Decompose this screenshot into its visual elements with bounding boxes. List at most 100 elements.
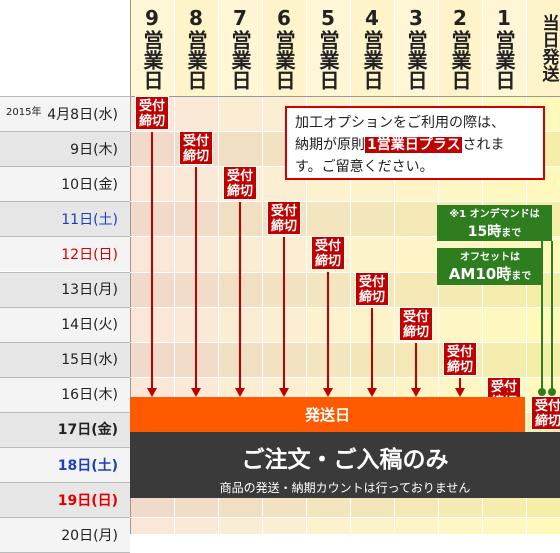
- row-date-label: 13日(月): [61, 282, 118, 298]
- ship-date-bar: 発送日: [130, 397, 525, 432]
- label-row-separator: [0, 131, 130, 133]
- note-highlight: 1営業日プラス: [365, 137, 463, 153]
- deadline-badge: 受付締切: [443, 341, 477, 376]
- deadline-arrow-head: [411, 388, 421, 397]
- deadline-badge: 受付締切: [355, 271, 389, 306]
- grid-line-horizontal: [0, 306, 560, 308]
- deadline-arrow-head: [323, 388, 333, 397]
- deadline-arrow: [283, 237, 285, 389]
- deadline-arrow: [459, 377, 461, 389]
- column-header-label: 当日発送: [538, 14, 559, 82]
- row-stripe-overlay: [130, 517, 560, 553]
- deadline-arrow-head: [499, 388, 509, 397]
- column-header: 7営業日: [218, 0, 262, 96]
- column-header: 6営業日: [262, 0, 306, 96]
- deadline-arrow: [371, 307, 373, 389]
- label-row-separator: [0, 482, 130, 484]
- row-stripe: [0, 411, 130, 447]
- grid-line-vertical: [174, 0, 175, 534]
- row-date-label: 11日(土): [61, 211, 118, 228]
- row-date-label: 15日(水): [61, 352, 118, 369]
- grid-line-horizontal: [0, 341, 560, 343]
- label-row-separator: [0, 447, 130, 448]
- column-header: 9営業日: [130, 0, 174, 96]
- row-stripe: [0, 201, 130, 237]
- label-row-separator: [0, 271, 130, 273]
- row-stripe: [0, 482, 130, 518]
- grid-line-horizontal: [0, 376, 560, 378]
- grid-line-horizontal: [0, 131, 560, 133]
- row-stripe: [0, 376, 130, 412]
- grid-line-vertical: [306, 0, 307, 534]
- row-date-label: 18日(土): [57, 457, 118, 474]
- ondemand-cutoff-note: ※1 オンデマンドは 15時まで: [437, 205, 552, 241]
- offset-cutoff-note: オフセットは AM10時まで: [437, 248, 543, 285]
- grid-line-horizontal: [0, 517, 560, 519]
- ship-date-label: 発送日: [304, 406, 350, 424]
- same-day-arrow-head: [548, 388, 556, 396]
- row-date-label: 17日(金): [57, 422, 118, 439]
- grid-line-vertical: [218, 0, 219, 534]
- row-date-label: 9日(木): [70, 141, 118, 158]
- column-header-bg: [526, 0, 560, 96]
- column-header-bg: [130, 0, 174, 96]
- column-header-bg: [262, 0, 306, 96]
- deadline-badge: 受付締切: [311, 236, 345, 271]
- row-stripe: [0, 447, 130, 483]
- label-row-separator: [0, 201, 130, 203]
- row-date-label: 20日(月): [61, 527, 118, 544]
- column-header-bg: [218, 0, 262, 96]
- grid-line-vertical: [394, 0, 395, 534]
- grid-line-vertical: [262, 0, 263, 534]
- label-row-separator: [0, 306, 130, 308]
- column-header-label: 3営業日: [404, 6, 428, 90]
- column-header-label: 7営業日: [228, 6, 252, 90]
- same-day-arrow: [551, 241, 553, 390]
- grid-line-horizontal: [0, 96, 560, 97]
- row-stripe: [0, 166, 130, 202]
- column-header: 2営業日: [438, 0, 482, 96]
- grid-line-horizontal: [0, 166, 560, 168]
- deadline-arrow-head: [191, 388, 201, 397]
- deadline-badge: 受付締切: [267, 201, 301, 236]
- row-stripe: [0, 96, 130, 132]
- column-header: 8営業日: [174, 0, 218, 96]
- row-stripe: [0, 236, 130, 272]
- year-label: 2015年: [6, 107, 42, 118]
- note-line-2: 納期が原則 1営業日プラス されま: [295, 137, 505, 153]
- label-row-separator: [0, 411, 130, 413]
- column-header-bg: [438, 0, 482, 96]
- row-date-label: 4月8日(水): [47, 106, 118, 123]
- label-row-separator: [0, 166, 130, 168]
- column-header-bg: [350, 0, 394, 96]
- deadline-badge: 受付締切: [179, 131, 213, 166]
- label-row-separator: [0, 236, 130, 238]
- note-line-3: す。ご留意ください。: [295, 159, 434, 175]
- order-only-title: ご注文・ご入稿のみ: [241, 447, 449, 473]
- deadline-badge: 受付締切: [531, 396, 560, 430]
- row-date-label: 19日(日): [57, 492, 118, 509]
- row-date-label: 10日(金): [61, 176, 118, 193]
- column-header-label: 8営業日: [184, 6, 208, 90]
- deadline-arrow-head: [235, 388, 245, 397]
- row-date-label: 12日(日): [61, 246, 118, 263]
- label-row-separator: [0, 376, 130, 378]
- column-header: 4営業日: [350, 0, 394, 96]
- column-header: 1営業日: [482, 0, 526, 96]
- row-stripe: [0, 271, 130, 307]
- column-header-bg: [306, 0, 350, 96]
- deadline-arrow: [415, 342, 417, 389]
- grid-line-vertical: [350, 0, 351, 534]
- note-line-1: 加工オプションをご利用の際は、: [295, 115, 505, 131]
- grid-line-vertical: [130, 0, 131, 534]
- row-stripe-overlay: [130, 341, 560, 377]
- row-date-label: 14日(火): [61, 317, 118, 334]
- grid-line-horizontal: [0, 271, 560, 273]
- deadline-arrow-head: [455, 388, 465, 397]
- column-header-bg: [482, 0, 526, 96]
- column-header: 当日発送: [526, 0, 560, 96]
- deadline-arrow: [327, 272, 329, 389]
- same-day-arrow: [541, 241, 543, 390]
- column-header-label: 4営業日: [360, 6, 384, 90]
